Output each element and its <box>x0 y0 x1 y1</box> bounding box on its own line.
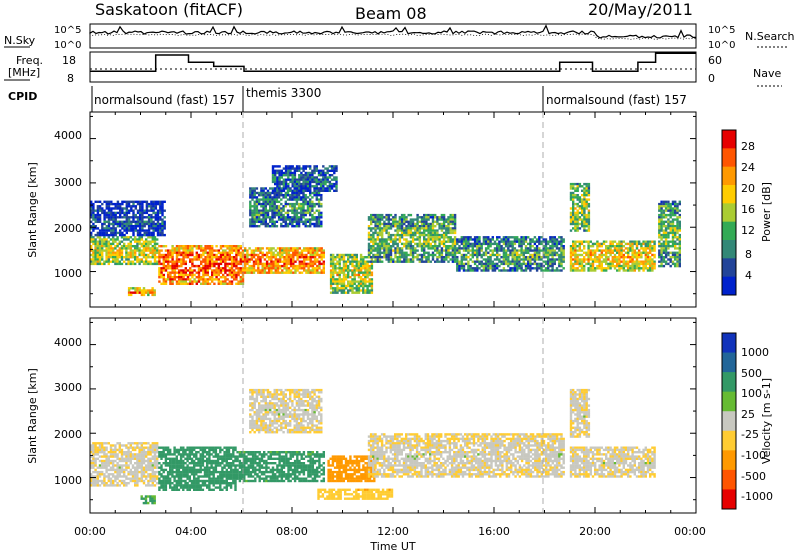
vel-cbar-label: Velocity [m s-1] <box>760 378 773 464</box>
vel-cbar-tick-25: 25 <box>741 408 755 421</box>
power-cbar-swatch <box>722 240 736 259</box>
power-cbar-tick-4: 4 <box>745 269 752 282</box>
vel-ylabel: Slant Range [km] <box>26 368 39 464</box>
velocity-colorbar: 1000 500 100 25 -25 -100 -500 -1000 Velo… <box>722 333 773 510</box>
xtick-0000: 00:00 <box>74 525 106 538</box>
power-cbar-swatch <box>722 277 736 296</box>
power-cbar-swatch <box>722 203 736 222</box>
vel-cbar-swatch <box>722 489 736 509</box>
vel-cbar-swatch <box>722 411 736 431</box>
vel-data-band-1 <box>158 447 237 492</box>
cpid-mode-1: normalsound (fast) 157 <box>94 93 235 107</box>
vel-cbar-tick-1000: 1000 <box>741 346 769 359</box>
noise-left-tick-bottom: 10^0 <box>54 40 81 51</box>
vel-cbar-swatch <box>722 333 736 353</box>
power-cbar-tick-12: 12 <box>741 224 755 237</box>
x-axis-label: Time UT <box>369 540 415 553</box>
vel-ytick-1000: 1000 <box>54 474 82 487</box>
noise-left-tick-top: 10^5 <box>54 25 81 36</box>
xtick-2000: 20:00 <box>579 525 611 538</box>
cpid-mode-2: themis 3300 <box>246 86 321 100</box>
power-data-band-4 <box>368 214 457 263</box>
power-ytick-3000: 3000 <box>54 176 82 189</box>
vel-cbar-tick-neg25: -25 <box>741 428 759 441</box>
power-cbar-tick-8: 8 <box>745 248 752 261</box>
vel-cbar-swatch <box>722 372 736 392</box>
vel-ytick-3000: 3000 <box>54 381 82 394</box>
power-colorbar: 28 24 20 16 12 8 4 Power [dB] <box>722 130 773 296</box>
vel-cbar-tick-100: 100 <box>741 387 762 400</box>
power-ylabel: Slant Range [km] <box>26 162 39 258</box>
vel-cbar-swatch <box>722 431 736 451</box>
cpid-mode-3: normalsound (fast) 157 <box>546 93 687 107</box>
noise-right-tick-top: 10^5 <box>708 25 735 36</box>
vel-cbar-tick-neg1000: -1000 <box>741 490 773 503</box>
frequency-panel: Freq. [MHz] 18 8 60 0 Nave <box>4 52 782 86</box>
power-cbar-swatch <box>722 130 736 149</box>
power-cbar-tick-16: 16 <box>741 203 755 216</box>
vel-ytick-2000: 2000 <box>54 428 82 441</box>
power-cbar-swatch <box>722 167 736 186</box>
power-ytick-2000: 2000 <box>54 222 82 235</box>
power-cbar-swatch <box>722 258 736 277</box>
nave-right-tick-bottom: 0 <box>708 72 715 85</box>
vel-cbar-swatch <box>722 353 736 373</box>
noise-panel: N.Sky 10^5 10^0 10^5 10^0 N.Search <box>4 24 795 51</box>
cpid-row: CPID normalsound (fast) 157 themis 3300 … <box>8 86 687 112</box>
freq-unit-label: [MHz] <box>8 66 40 79</box>
vel-cbar-tick-500: 500 <box>741 367 762 380</box>
power-ytick-4000: 4000 <box>54 129 82 142</box>
power-cbar-label: Power [dB] <box>760 182 773 242</box>
date-title: 20/May/2011 <box>588 0 693 19</box>
power-panel: 4000 3000 2000 1000 Slant Range [km] <box>26 112 696 307</box>
xtick-0400: 04:00 <box>175 525 207 538</box>
xtick-2400: 00:00 <box>674 525 706 538</box>
beam-title: Beam 08 <box>355 4 427 23</box>
freq-left-tick-bottom: 8 <box>67 72 74 85</box>
nsky-label: N.Sky <box>4 34 36 47</box>
vel-cbar-swatch <box>722 450 736 470</box>
noise-sky-trace <box>90 26 696 38</box>
cpid-label: CPID <box>8 90 37 103</box>
power-cbar-swatch <box>722 222 736 241</box>
power-ytick-1000: 1000 <box>54 267 82 280</box>
vel-data-band-4 <box>368 433 565 477</box>
nave-right-tick-top: 60 <box>708 54 722 67</box>
vel-cbar-tick-neg500: -500 <box>741 470 766 483</box>
vel-cbar-swatch <box>722 470 736 490</box>
velocity-panel: 4000 3000 2000 1000 Slant Range [km] <box>26 318 696 513</box>
station-title: Saskatoon (fitACF) <box>95 0 243 19</box>
vel-ytick-4000: 4000 <box>54 336 82 349</box>
xtick-0800: 08:00 <box>276 525 308 538</box>
noise-right-tick-bottom: 10^0 <box>708 40 735 51</box>
power-cbar-tick-20: 20 <box>741 182 755 195</box>
nave-label: Nave <box>753 67 781 80</box>
power-cbar-tick-28: 28 <box>741 140 755 153</box>
xtick-1600: 16:00 <box>478 525 510 538</box>
power-cbar-tick-24: 24 <box>741 161 755 174</box>
power-data-band-11 <box>658 201 681 268</box>
xtick-1200: 12:00 <box>377 525 409 538</box>
freq-left-tick-top: 18 <box>62 54 76 67</box>
nsearch-label: N.Search <box>745 30 795 43</box>
vel-cbar-swatch <box>722 392 736 412</box>
power-cbar-swatch <box>722 148 736 167</box>
power-cbar-swatch <box>722 185 736 204</box>
